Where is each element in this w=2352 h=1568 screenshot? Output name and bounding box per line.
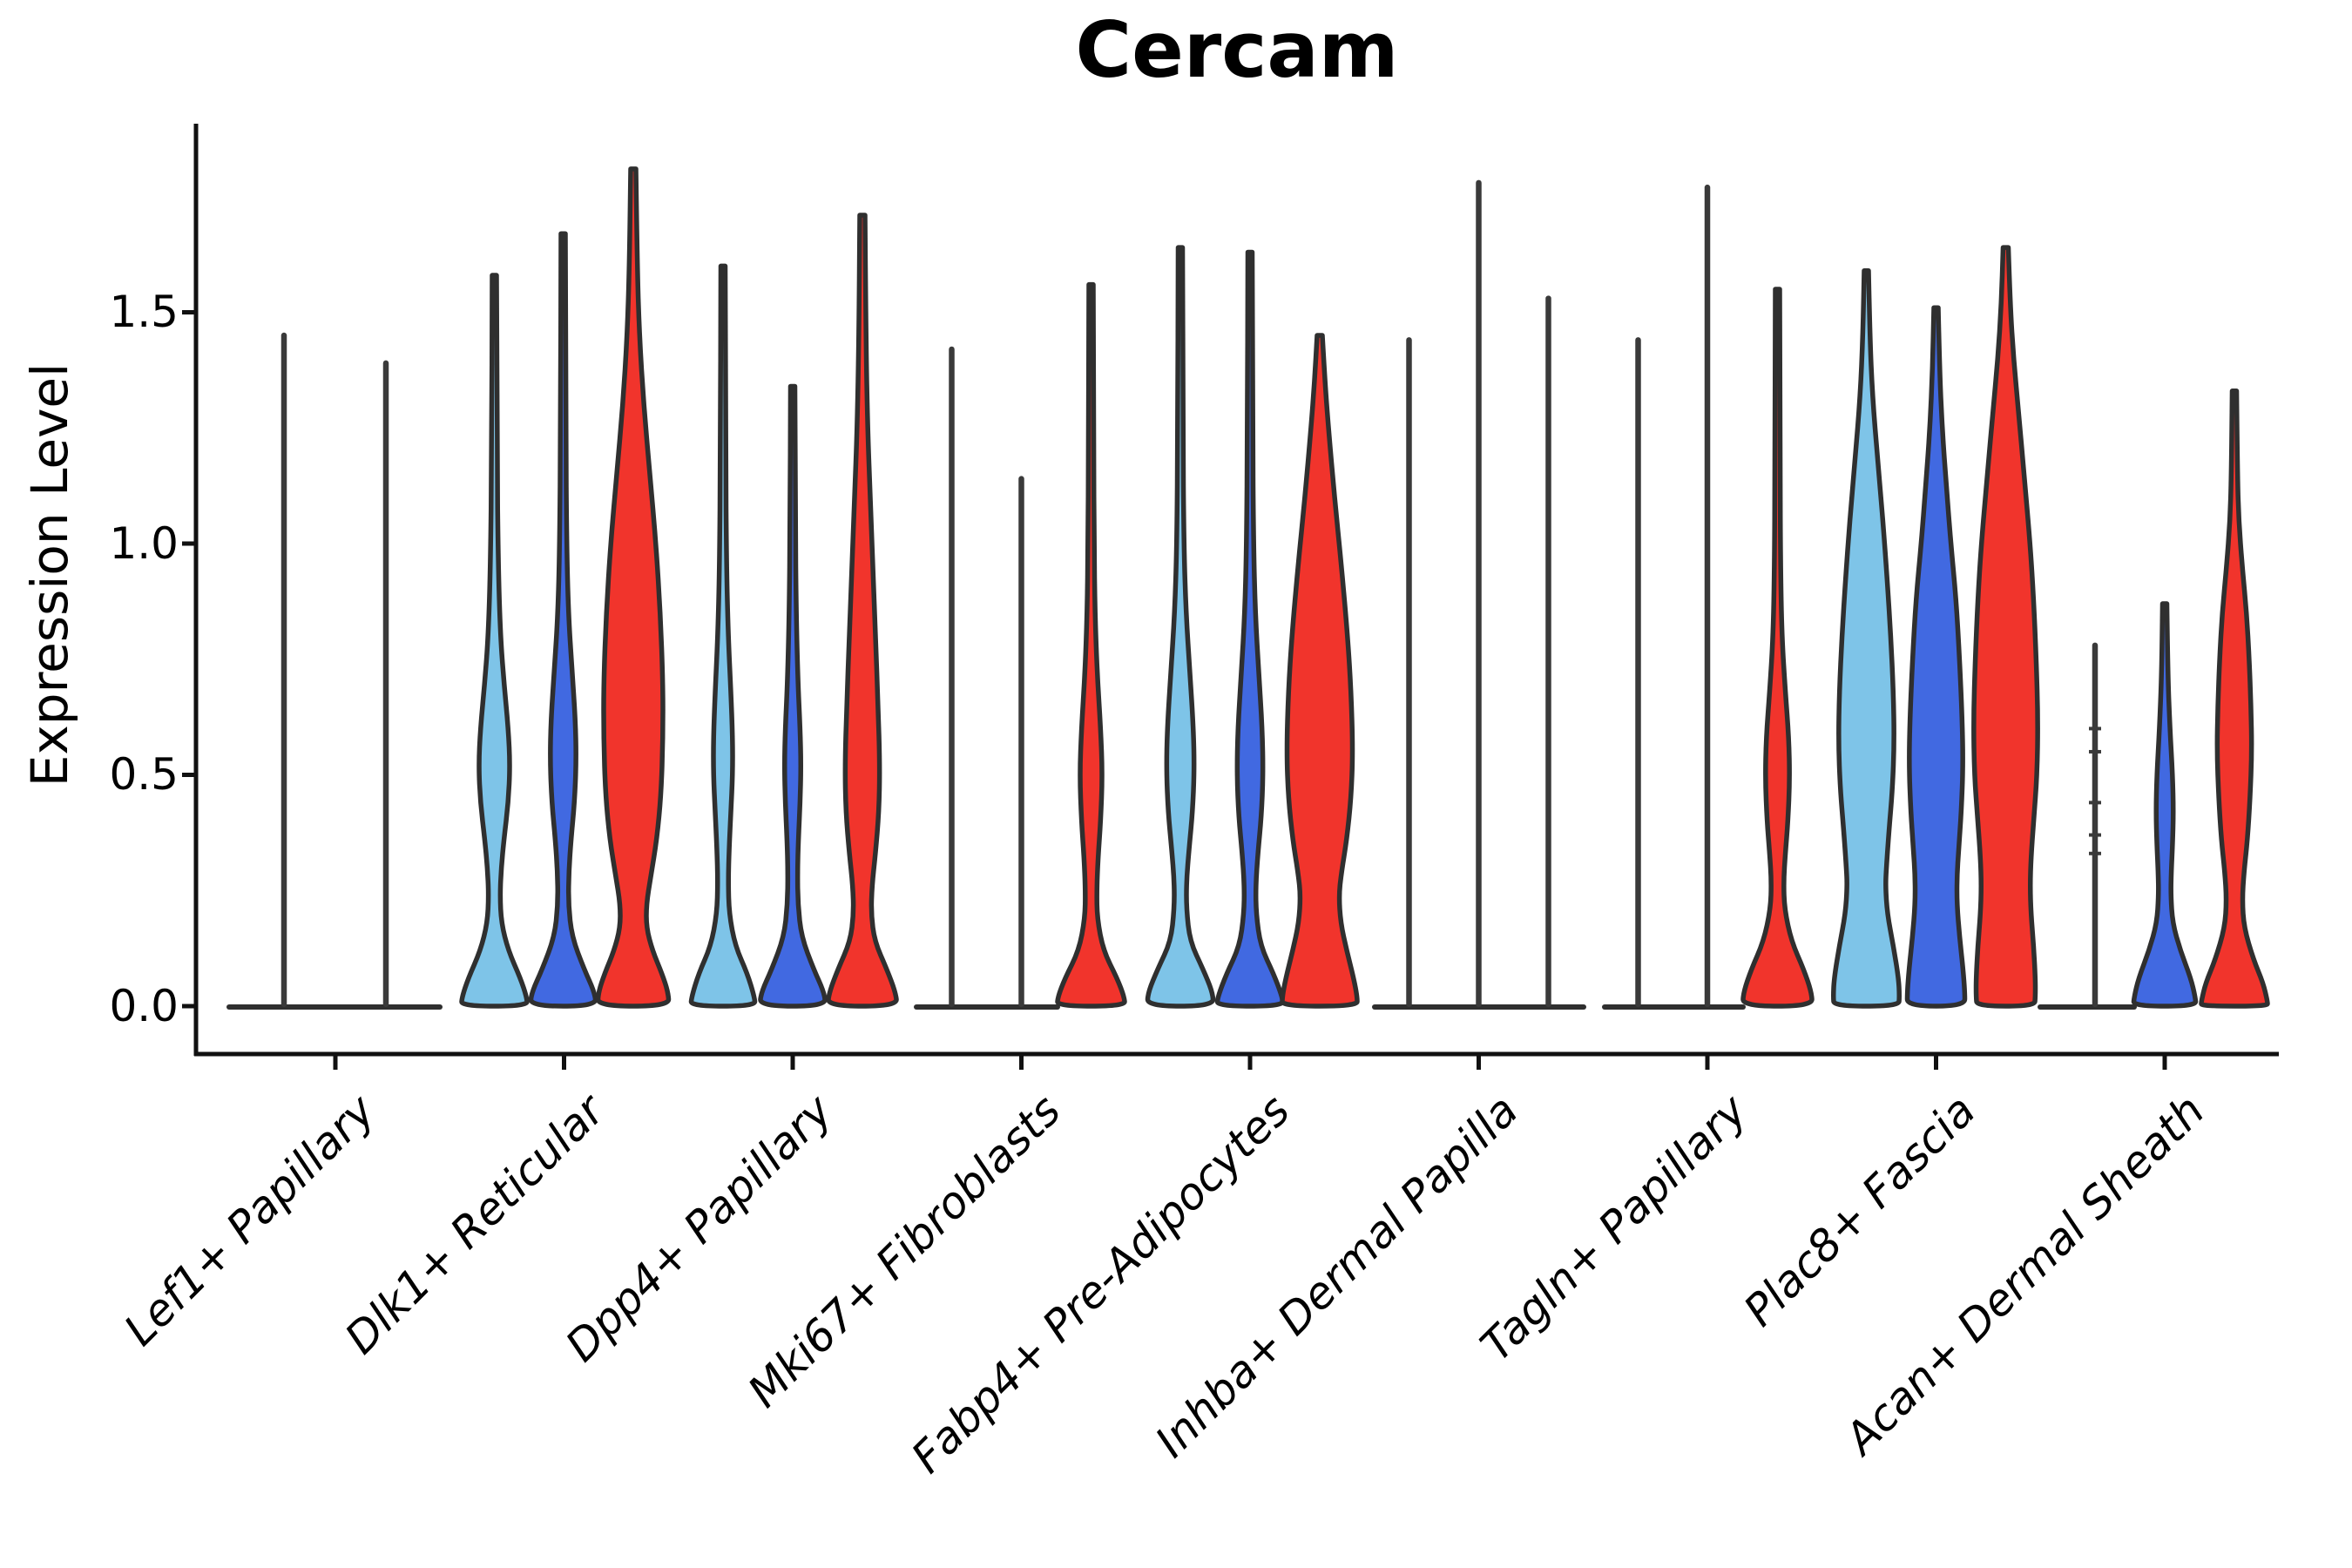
y-tick-label-0.0: 0.0 xyxy=(109,981,179,1031)
violin-group8-blue xyxy=(2131,601,2199,1009)
violin-group6-red xyxy=(1740,287,1815,1009)
y-tick-label-0.5: 0.5 xyxy=(109,749,179,800)
violin-group1-light_blue xyxy=(459,273,530,1009)
violin-group3-red xyxy=(1055,281,1127,1009)
violin-group4-blue xyxy=(1214,249,1286,1009)
y-axis-label: Expression Level xyxy=(20,362,79,787)
violin-group7-light_blue xyxy=(1831,267,1902,1009)
violin-group2-blue xyxy=(758,383,828,1009)
violin-group4-red xyxy=(1280,333,1360,1009)
violin-group1-red xyxy=(595,166,672,1009)
violin-group7-blue xyxy=(1904,305,1968,1009)
y-tick-label-1.5: 1.5 xyxy=(109,287,179,337)
violin-group7-red xyxy=(1971,245,2040,1009)
violin-group4-light_blue xyxy=(1145,245,1216,1009)
violin-group2-light_blue xyxy=(688,263,758,1009)
chart-title: Cercam xyxy=(1075,5,1399,95)
violin-group8-red xyxy=(2199,389,2270,1009)
y-tick-label-1.0: 1.0 xyxy=(109,518,179,569)
violin-group1-blue xyxy=(528,231,598,1009)
violin-group2-red xyxy=(826,213,899,1009)
